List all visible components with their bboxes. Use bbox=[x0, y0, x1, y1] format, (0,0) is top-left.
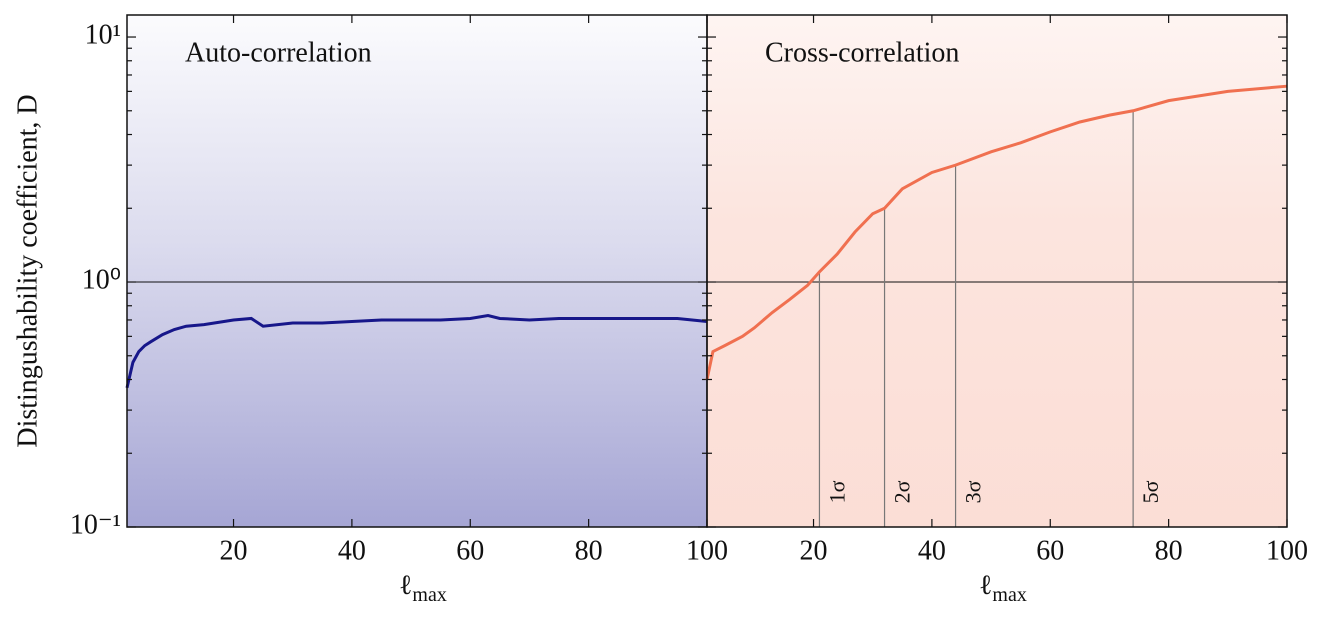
y-tick-label: 10⁰ bbox=[82, 264, 121, 295]
x-axis-label: ℓmax bbox=[399, 570, 447, 605]
x-tick-label: 20 bbox=[800, 535, 828, 566]
panel-annotation: Cross-correlation bbox=[765, 37, 959, 68]
x-tick-label: 40 bbox=[338, 535, 366, 566]
x-axis-label: ℓmax bbox=[979, 570, 1027, 605]
x-tick-label: 60 bbox=[456, 535, 484, 566]
median-line bbox=[705, 84, 1288, 380]
sigma-label: 1σ bbox=[824, 480, 849, 503]
sigma-label: 3σ bbox=[961, 480, 986, 503]
x-tick-label: 40 bbox=[918, 535, 946, 566]
plot-frame bbox=[706, 14, 1288, 528]
realization-wash bbox=[707, 15, 1287, 527]
y-axis-label: Distingushability coefficient, D bbox=[12, 94, 43, 447]
panel-annotation: Auto-correlation bbox=[185, 37, 372, 68]
median-line bbox=[125, 313, 708, 389]
y-tick-label: 10¹ bbox=[85, 19, 121, 50]
x-axis-label-sub: max bbox=[412, 584, 446, 606]
x-tick-label: 80 bbox=[1155, 535, 1183, 566]
x-tick-label: 100 bbox=[686, 535, 728, 566]
x-tick-label: 100 bbox=[1266, 535, 1308, 566]
x-axis-label-sub: max bbox=[992, 584, 1026, 606]
x-axis-label-main: ℓ bbox=[399, 570, 412, 601]
x-tick-label: 60 bbox=[1036, 535, 1064, 566]
y-tick-label: 10⁻¹ bbox=[70, 509, 121, 540]
sigma-label: 2σ bbox=[890, 480, 915, 503]
sigma-label: 5σ bbox=[1138, 480, 1163, 503]
realization-wash bbox=[127, 15, 707, 527]
x-axis-label-main: ℓ bbox=[979, 570, 992, 601]
x-tick-label: 20 bbox=[220, 535, 248, 566]
x-tick-label: 80 bbox=[575, 535, 603, 566]
